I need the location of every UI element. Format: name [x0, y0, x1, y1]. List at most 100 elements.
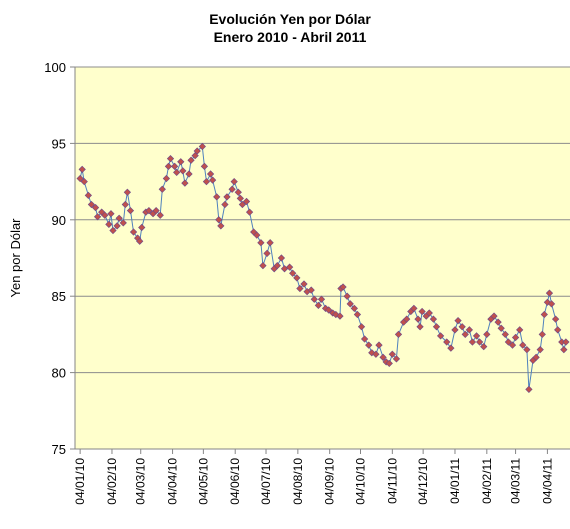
- marker: [551, 315, 560, 323]
- marker: [494, 318, 502, 326]
- marker: [416, 323, 424, 331]
- marker: [119, 219, 127, 227]
- marker: [223, 193, 231, 201]
- marker: [177, 158, 185, 166]
- marker: [543, 298, 552, 306]
- marker: [516, 326, 524, 334]
- marker: [91, 203, 100, 212]
- marker: [511, 333, 520, 342]
- marker: [368, 349, 376, 357]
- marker: [562, 338, 570, 346]
- marker: [483, 330, 491, 339]
- marker: [538, 330, 546, 339]
- marker: [273, 262, 281, 270]
- marker: [414, 315, 422, 323]
- marker: [519, 341, 527, 349]
- marker: [293, 274, 301, 282]
- marker: [217, 222, 225, 230]
- marker: [166, 155, 175, 163]
- marker: [501, 330, 509, 339]
- marker: [314, 301, 323, 309]
- marker: [504, 338, 513, 346]
- x-tick-label: 04/05/10: [196, 458, 210, 505]
- marker: [138, 223, 146, 232]
- x-tick-label: 04/04/10: [166, 458, 180, 505]
- marker: [105, 220, 113, 229]
- marker: [410, 304, 418, 313]
- marker: [187, 156, 195, 164]
- marker: [253, 231, 261, 239]
- marker: [339, 283, 347, 291]
- marker: [508, 341, 517, 349]
- marker: [236, 194, 244, 203]
- marker: [357, 323, 366, 331]
- marker: [497, 324, 505, 332]
- marker: [109, 226, 117, 235]
- marker: [87, 200, 96, 209]
- chart-title: Evolución Yen por Dólar: [209, 11, 371, 27]
- marker: [317, 295, 326, 303]
- y-tick-label: 95: [52, 136, 66, 151]
- marker: [277, 254, 286, 262]
- marker: [436, 332, 445, 340]
- y-tick-label: 100: [44, 60, 66, 75]
- x-tick-label: 04/04/11: [540, 458, 554, 504]
- marker: [472, 332, 481, 340]
- marker: [259, 262, 267, 270]
- marker: [152, 207, 160, 215]
- marker: [126, 207, 135, 215]
- marker: [121, 200, 129, 209]
- marker: [129, 228, 138, 236]
- marker: [461, 330, 469, 339]
- marker: [206, 170, 215, 178]
- marker: [325, 306, 333, 314]
- marker: [490, 312, 498, 320]
- marker: [443, 338, 451, 346]
- marker: [115, 214, 123, 222]
- plot-area: [75, 67, 570, 449]
- marker: [336, 312, 344, 320]
- marker: [185, 170, 193, 178]
- marker: [480, 342, 488, 351]
- x-tick-label: 04/02/11: [480, 458, 494, 504]
- marker: [107, 210, 115, 218]
- marker: [394, 330, 403, 339]
- marker: [193, 147, 201, 155]
- marker: [289, 269, 297, 277]
- marker: [458, 323, 466, 331]
- marker: [353, 310, 362, 319]
- marker: [545, 289, 554, 297]
- marker: [136, 237, 144, 245]
- marker: [310, 295, 318, 303]
- marker: [307, 286, 315, 294]
- marker: [379, 353, 387, 361]
- y-axis-label: Yen por Dólar: [8, 218, 23, 298]
- marker: [346, 300, 354, 308]
- marker: [181, 179, 189, 187]
- x-tick-label: 04/01/11: [448, 458, 462, 504]
- marker: [468, 338, 477, 346]
- marker: [179, 167, 187, 175]
- marker: [164, 162, 173, 170]
- marker: [198, 142, 206, 151]
- marker: [245, 208, 254, 216]
- marker: [525, 385, 533, 394]
- marker: [123, 188, 132, 196]
- marker: [332, 310, 340, 319]
- x-tick-label: 04/01/10: [73, 458, 87, 505]
- marker: [454, 317, 462, 325]
- x-tick-label: 04/03/11: [509, 458, 523, 504]
- marker: [465, 326, 473, 334]
- x-tick-label: 04/03/10: [134, 458, 148, 505]
- marker: [432, 323, 441, 331]
- marker: [532, 353, 540, 361]
- marker: [158, 185, 166, 193]
- x-tick-label: 04/12/10: [416, 458, 430, 505]
- marker: [286, 263, 294, 271]
- x-tick-label: 04/08/10: [291, 458, 305, 505]
- marker: [215, 216, 223, 224]
- marker: [540, 310, 548, 319]
- marker: [242, 197, 251, 206]
- marker: [429, 315, 438, 323]
